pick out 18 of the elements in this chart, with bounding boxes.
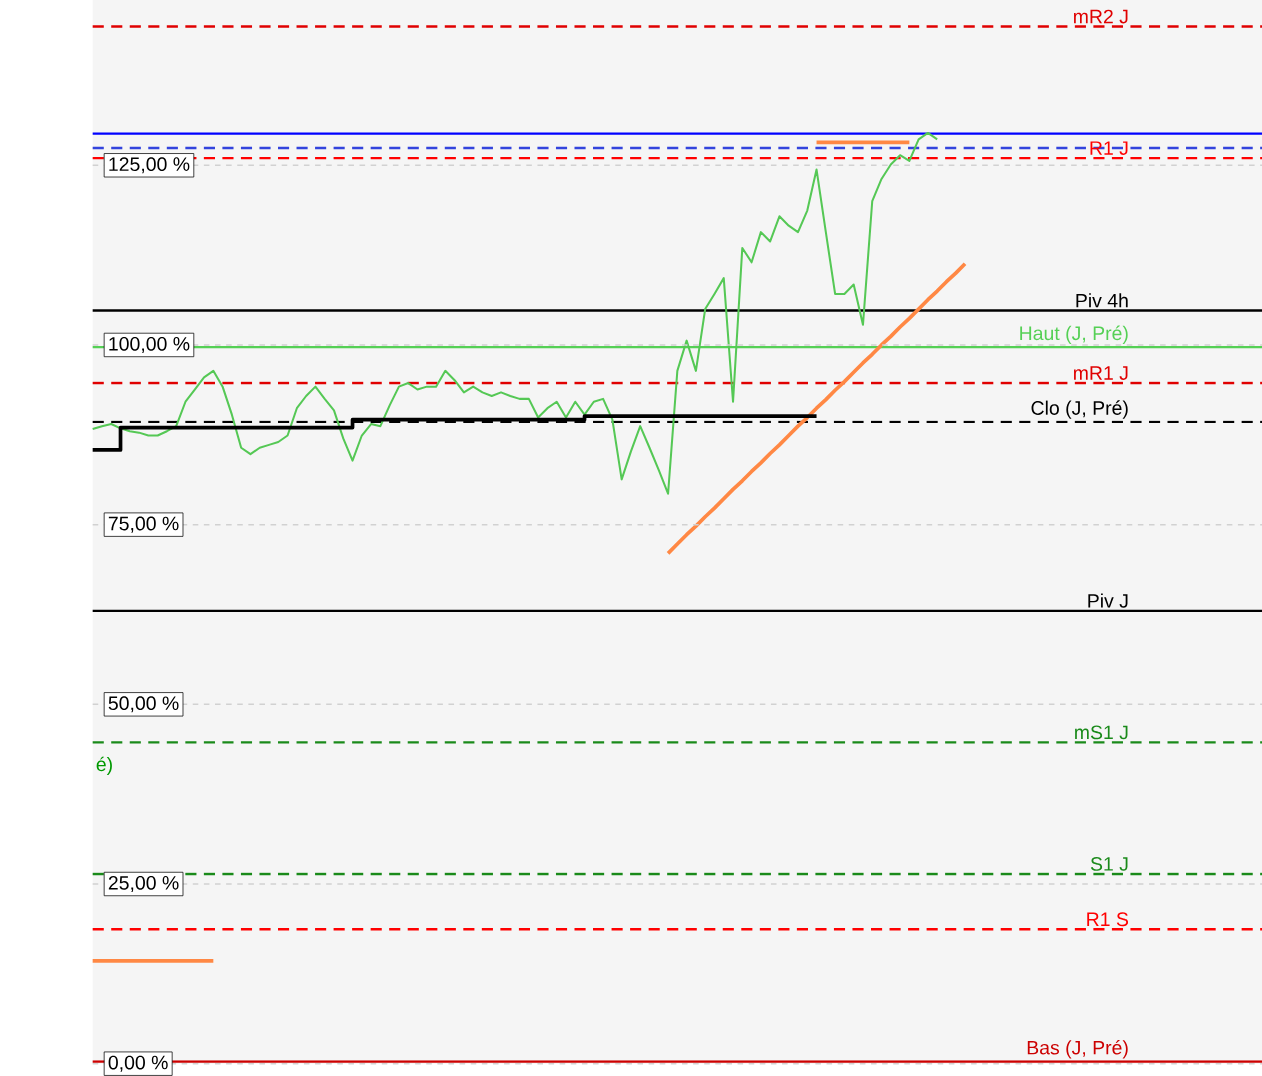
ref-line-label: S1 J bbox=[1090, 856, 1128, 871]
ref-line-label: R1 S bbox=[1087, 912, 1129, 926]
y-tick-label: 125,00 % bbox=[109, 157, 190, 174]
y-tick-label: 50,00 % bbox=[108, 696, 179, 713]
ref-line-label: mS1 J bbox=[1075, 725, 1128, 740]
ref-line-label: Bas (J, Pré) bbox=[1027, 1039, 1128, 1059]
y-tick-label: 25,00 % bbox=[108, 875, 179, 892]
ref-line-label: mR1 J bbox=[1074, 366, 1128, 380]
ref-line-label: Piv J bbox=[1088, 593, 1128, 608]
y-tick-label: 100,00 % bbox=[109, 336, 190, 353]
ref-line-label: mR2 J bbox=[1074, 9, 1128, 24]
ref-line-label: Haut (J, Pré) bbox=[1020, 325, 1128, 344]
annotation: é) bbox=[96, 756, 112, 775]
ref-line-label: R1 J bbox=[1090, 141, 1128, 155]
ref-line-label: Piv 4h bbox=[1076, 293, 1128, 308]
y-tick-label: 0,00 % bbox=[108, 1055, 168, 1072]
y-tick-label: 75,00 % bbox=[108, 516, 179, 533]
ref-line-label: Clo (J, Pré) bbox=[1031, 400, 1128, 419]
